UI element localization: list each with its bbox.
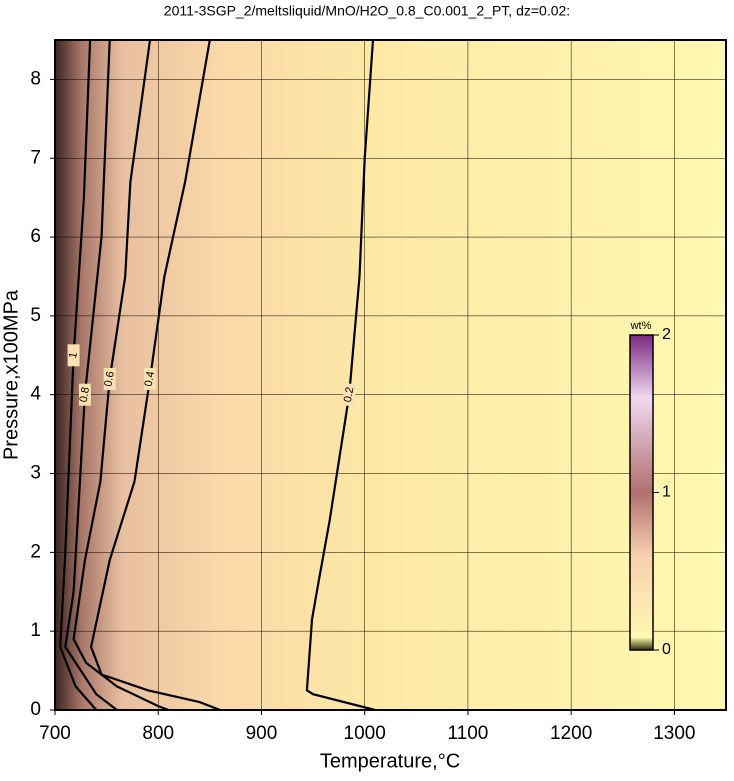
contour-label: 0.8 <box>78 386 92 403</box>
contour-line <box>89 40 221 710</box>
contour-line <box>72 40 169 710</box>
x-tick-label: 1100 <box>447 723 488 744</box>
y-tick-label: 8 <box>30 68 41 89</box>
contour-label-bg <box>143 367 156 390</box>
y-tick-label: 5 <box>30 305 41 326</box>
x-tick-label: 800 <box>142 723 174 744</box>
plot-area <box>55 40 726 710</box>
x-tick-label: 1300 <box>653 723 695 744</box>
contour-line <box>64 40 118 710</box>
contours: 0.2 0.4 0.6 0.8 1 <box>55 40 726 710</box>
contour-label: 1 <box>67 351 80 359</box>
contour-label: 0.6 <box>102 370 116 387</box>
contour-label-bg <box>343 383 356 406</box>
colorbar-tick-label: 1 <box>662 484 671 501</box>
chart-title: 2011-3SGP_2/meltsliquid/MnO/H2O_0.8_C0.0… <box>164 3 570 19</box>
contour-label: 0.2 <box>342 386 356 403</box>
x-axis-label: Temperature,°C <box>320 750 460 772</box>
y-tick-label: 3 <box>30 463 41 484</box>
contour-label-bg <box>103 367 116 390</box>
colorbar-tick-label: 0 <box>662 641 671 658</box>
y-axis-label: Pressure,x100MPa <box>0 289 22 460</box>
x-tick-label: 1000 <box>344 723 386 744</box>
plot-frame <box>54 39 727 711</box>
y-tick-label: 0 <box>30 699 41 720</box>
x-tick-label: 1200 <box>550 723 592 744</box>
y-tick-label: 2 <box>30 541 41 562</box>
x-tick-label: 900 <box>246 723 278 744</box>
x-tick-label: 700 <box>39 723 71 744</box>
contour-line <box>305 40 376 710</box>
y-tick-label: 7 <box>30 147 41 168</box>
colorbar-tick-label: 2 <box>662 326 671 343</box>
y-tick-label: 1 <box>30 620 41 641</box>
y-tick-label: 4 <box>30 384 41 405</box>
contour-label-bg <box>67 344 80 367</box>
colorbar-label: wt% <box>630 320 652 332</box>
y-tick-label: 6 <box>30 226 41 247</box>
contour-label-bg <box>78 383 91 406</box>
contour-line <box>59 40 98 710</box>
contour-label: 0.4 <box>143 370 157 387</box>
colorbar <box>629 334 654 651</box>
